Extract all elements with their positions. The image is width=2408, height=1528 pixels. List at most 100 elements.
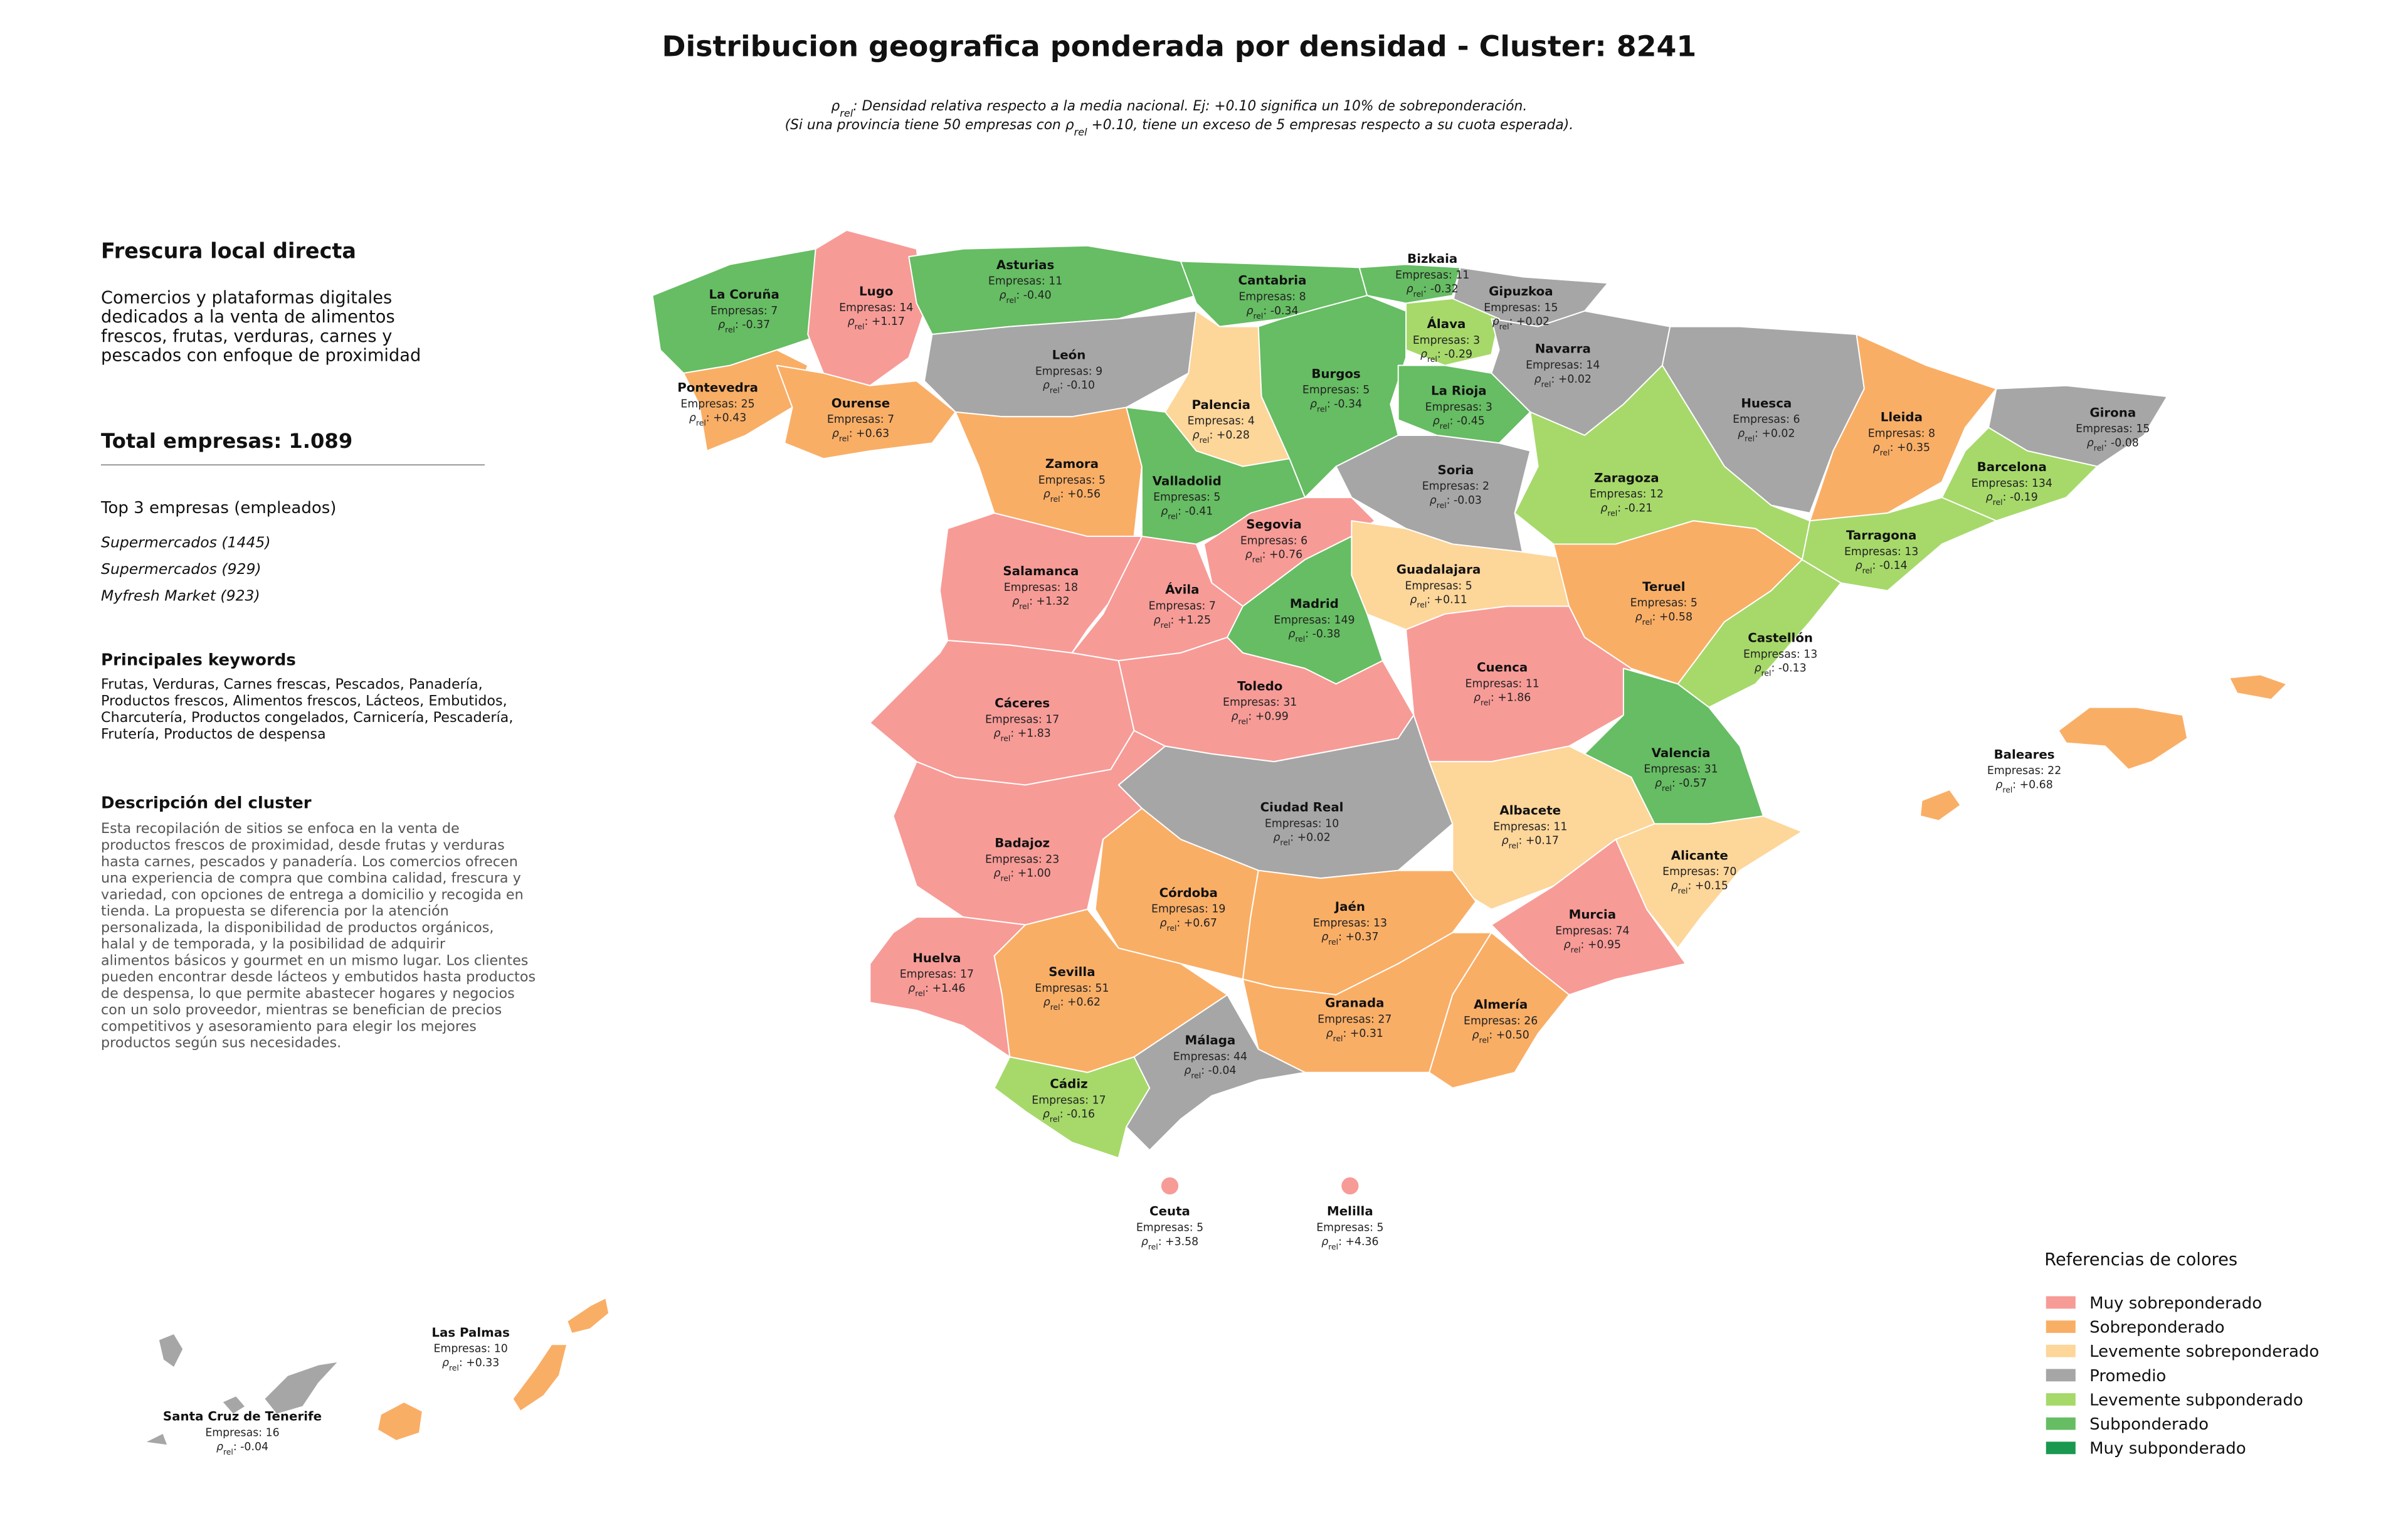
count-value: 31: [1283, 696, 1297, 709]
rho-sub: rel: [1427, 355, 1437, 364]
description-line: variedad, con opciones de entrega a domi…: [101, 886, 524, 903]
province-name: Ciudad Real: [1260, 800, 1344, 815]
count-label: Empresas:: [900, 968, 960, 981]
province-name: Guadalajara: [1397, 563, 1481, 577]
rho-symbol: ρ: [216, 1441, 223, 1453]
count-label: Empresas:: [433, 1343, 494, 1356]
province-name: Cantabria: [1238, 273, 1307, 288]
province-count: Empresas: 11: [1465, 677, 1539, 690]
province-name: La Coruña: [709, 287, 779, 302]
rho-value: +1.25: [1178, 614, 1211, 627]
description-line: competitivos y asesoramiento para elegir…: [101, 1018, 477, 1034]
province-count: Empresas: 3: [1425, 401, 1492, 413]
province-shape: [939, 512, 1143, 654]
count-label: Empresas:: [1868, 428, 1928, 440]
rho-value: -0.04: [240, 1441, 268, 1453]
province-name: Asturias: [996, 258, 1054, 272]
province-rho: ρrel: -0.34: [1246, 305, 1298, 321]
rho-value: -0.57: [1679, 777, 1707, 790]
count-label: Empresas:: [1149, 600, 1209, 612]
count-value: 10: [494, 1343, 508, 1356]
province-rho: ρrel: +0.37: [1321, 931, 1378, 947]
rho-value: -0.29: [1444, 348, 1472, 361]
rho-symbol: ρ: [1326, 1027, 1333, 1040]
rho-value: +0.17: [1526, 835, 1559, 847]
rho-value: +1.17: [872, 316, 905, 328]
rho-sub: rel: [1148, 1243, 1158, 1251]
province-name: Bizkaia: [1407, 252, 1457, 266]
rho-sep: :: [1427, 594, 1434, 607]
rho-sep: :: [1248, 710, 1255, 723]
summary-line: Comercios y plataformas digitales: [101, 288, 392, 307]
rho-sub: rel: [1019, 602, 1029, 611]
rho-symbol: ρ: [1410, 594, 1417, 607]
rho-symbol: ρ: [1986, 491, 1993, 504]
count-value: 70: [1723, 866, 1736, 878]
rho-value: +0.58: [1659, 611, 1692, 623]
rho-value: +1.86: [1497, 692, 1531, 704]
rho-sub: rel: [696, 419, 706, 428]
rho-symbol: ρ: [1502, 835, 1509, 847]
count-label: Empresas:: [1493, 820, 1553, 833]
count-value: 5: [1099, 474, 1106, 487]
count-value: 17: [1045, 713, 1059, 726]
rho-symbol: ρ: [1433, 415, 1440, 428]
rho-value: +0.02: [1297, 832, 1331, 844]
legend-swatch: [2046, 1393, 2076, 1406]
rho-sep: :: [1491, 692, 1497, 704]
province-count: Empresas: 22: [1987, 765, 2061, 777]
province-name: Tarragona: [1846, 528, 1916, 543]
rho-value: -0.16: [1067, 1108, 1095, 1121]
description-line: de despensa, lo que permite abastecer ho…: [101, 985, 515, 1002]
rho-sep: :: [1016, 289, 1023, 302]
count-label: Empresas:: [1662, 866, 1723, 878]
rho-sub: rel: [1509, 842, 1519, 851]
rho-sep: :: [1672, 777, 1679, 790]
rho-symbol: ρ: [1000, 289, 1006, 302]
count-value: 15: [2136, 423, 2150, 435]
province-count: Empresas: 5: [1153, 491, 1220, 504]
province-count: Empresas: 13: [1743, 648, 1817, 661]
count-value: 14: [1586, 359, 1600, 371]
rho-sep: :: [1755, 428, 1761, 440]
province-rho: ρrel: -0.10: [1043, 379, 1095, 395]
count-value: 7: [771, 305, 778, 317]
count-value: 26: [1524, 1015, 1538, 1027]
count-value: 3: [1486, 401, 1492, 413]
province-name: Lugo: [859, 284, 893, 299]
province-rho: ρrel: -0.37: [718, 319, 770, 334]
rho-sub: rel: [1200, 436, 1210, 445]
province-name: Barcelona: [1977, 460, 2047, 474]
count-label: Empresas:: [1240, 534, 1301, 547]
province-count: Empresas: 11: [1493, 820, 1567, 833]
rho-sep: :: [1437, 348, 1444, 361]
count-label: Empresas:: [1405, 580, 1465, 592]
count-label: Empresas:: [1032, 1094, 1092, 1106]
rho-sep: :: [849, 428, 856, 440]
province-rho: ρrel: +0.58: [1635, 611, 1692, 627]
province-name: Ávila: [1165, 583, 1199, 597]
rho-sep: :: [1327, 398, 1334, 410]
count-label: Empresas:: [1265, 817, 1325, 830]
rho-sep: :: [925, 982, 932, 995]
rho-symbol: ρ: [848, 316, 855, 328]
province-rho: ρrel: -0.04: [216, 1441, 268, 1456]
rho-sub: rel: [855, 322, 865, 331]
rho-symbol: ρ: [1184, 1064, 1191, 1077]
rho-sub: rel: [1745, 435, 1755, 443]
province-count: Empresas: 14: [1526, 359, 1600, 371]
count-value: 18: [1064, 581, 1078, 594]
rho-symbol: ρ: [1655, 777, 1662, 790]
count-label: Empresas:: [1972, 477, 2032, 490]
province-rho: ρrel: +0.62: [1043, 996, 1101, 1012]
rho-sep: :: [1343, 1027, 1350, 1040]
count-label: Empresas:: [1465, 677, 1526, 690]
description-line: pueden encontrar desde lácteos y embutid…: [101, 969, 536, 985]
rho-sep: :: [1652, 611, 1659, 623]
province-rho: ρrel: +0.11: [1410, 594, 1467, 610]
province-name: Ourense: [832, 396, 890, 410]
rho-sep: :: [1178, 505, 1185, 517]
count-value: 7: [1209, 600, 1216, 612]
count-value: 17: [1092, 1094, 1106, 1106]
rho-value: +0.95: [1588, 939, 1621, 952]
